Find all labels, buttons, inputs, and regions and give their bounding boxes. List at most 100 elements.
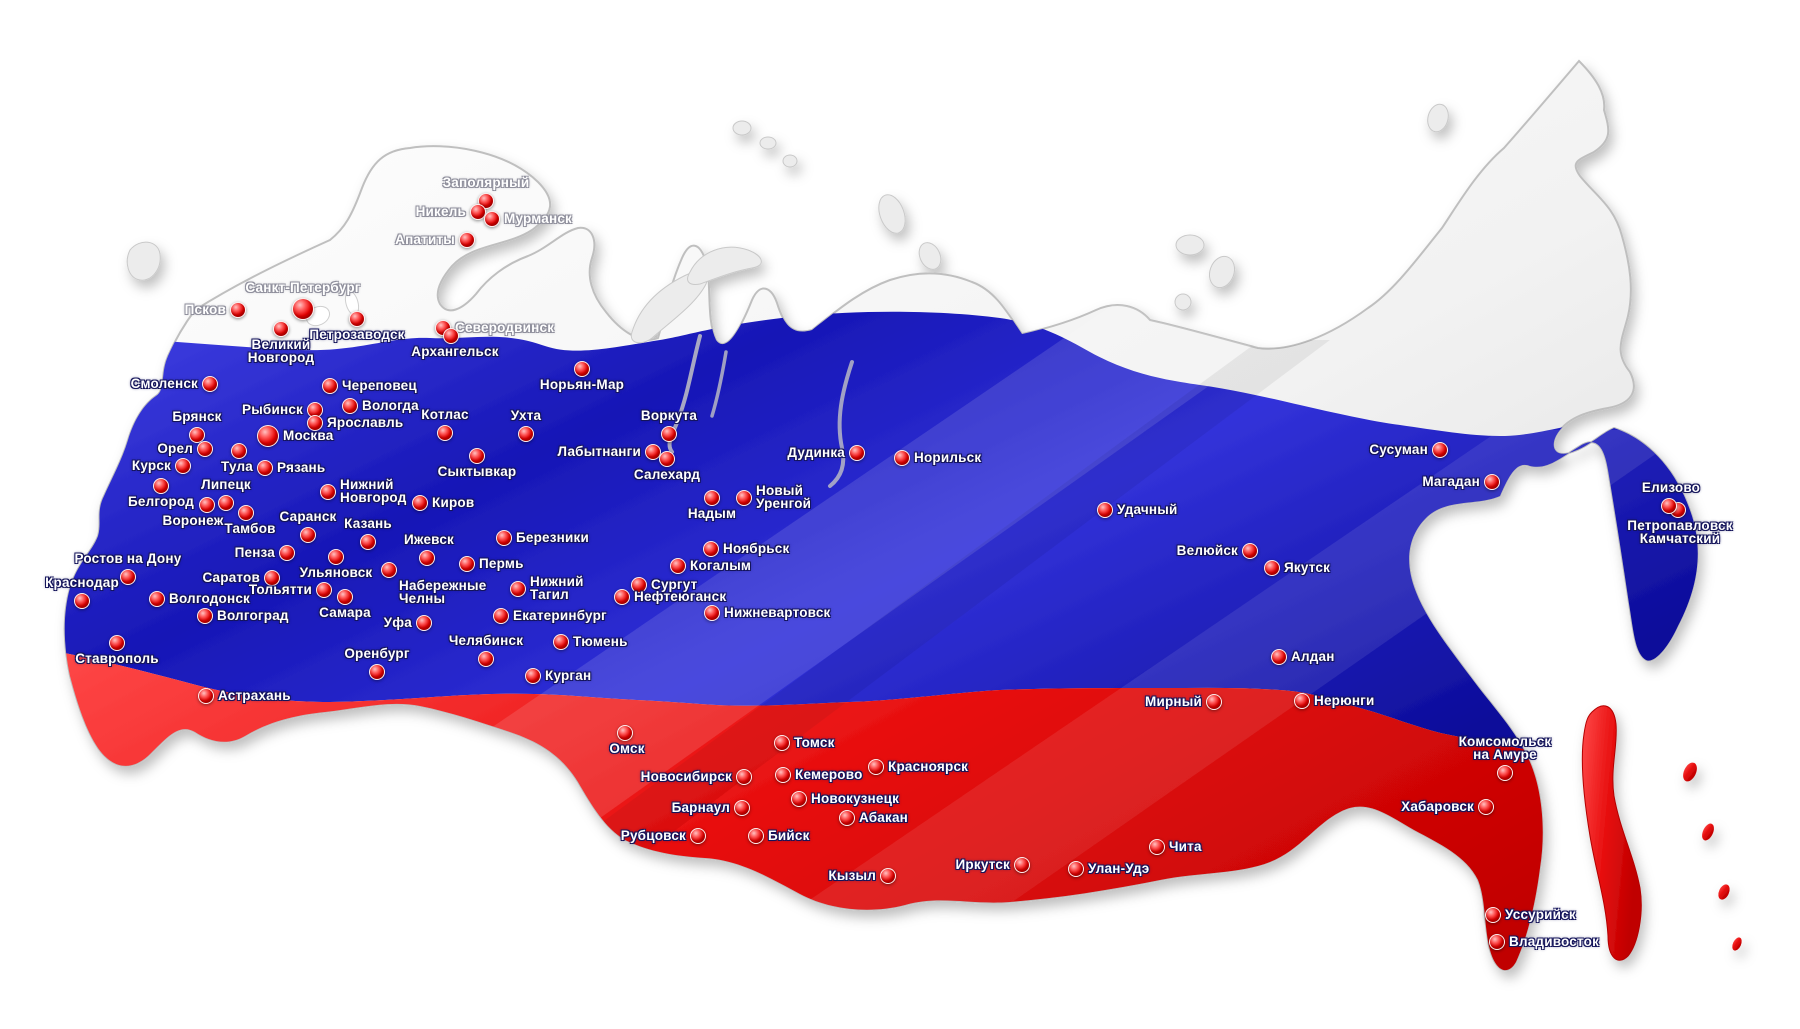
city-dot[interactable] — [257, 460, 273, 476]
city-dot[interactable] — [257, 425, 279, 447]
city-dot[interactable] — [328, 549, 344, 565]
city-dot[interactable] — [273, 321, 289, 337]
city-dot[interactable] — [775, 767, 791, 783]
city-dot[interactable] — [670, 558, 686, 574]
city-dot[interactable] — [238, 505, 254, 521]
city-dot[interactable] — [412, 495, 428, 511]
city-dot[interactable] — [153, 478, 169, 494]
city-dot[interactable] — [218, 495, 234, 511]
city-dot[interactable] — [202, 376, 218, 392]
city-dot[interactable] — [189, 427, 205, 443]
city-dot[interactable] — [631, 577, 647, 593]
city-dot[interactable] — [1264, 560, 1280, 576]
city-dot[interactable] — [459, 556, 475, 572]
city-dot[interactable] — [748, 828, 764, 844]
city-dot[interactable] — [470, 204, 486, 220]
city-dot[interactable] — [322, 378, 338, 394]
city-dot[interactable] — [1661, 498, 1677, 514]
city-dot[interactable] — [337, 589, 353, 605]
city-dot[interactable] — [690, 828, 706, 844]
city-dot[interactable] — [300, 527, 316, 543]
city-dot[interactable] — [791, 791, 807, 807]
city-dot[interactable] — [704, 605, 720, 621]
city-dot[interactable] — [459, 232, 475, 248]
city-dot[interactable] — [894, 450, 910, 466]
city-dot[interactable] — [704, 490, 720, 506]
city-dot[interactable] — [659, 451, 675, 467]
city-dot[interactable] — [645, 444, 661, 460]
city-dot[interactable] — [74, 593, 90, 609]
city-dot[interactable] — [1294, 693, 1310, 709]
city-label: Апатиты — [395, 231, 455, 247]
city-dot[interactable] — [197, 608, 213, 624]
city-dot[interactable] — [279, 545, 295, 561]
city-dot[interactable] — [849, 445, 865, 461]
city-dot[interactable] — [493, 608, 509, 624]
city-dot[interactable] — [197, 441, 213, 457]
city-dot[interactable] — [880, 868, 896, 884]
city-dot[interactable] — [1097, 502, 1113, 518]
city-dot[interactable] — [553, 634, 569, 650]
city-label: Тамбов — [224, 521, 276, 536]
city-dot[interactable] — [360, 534, 376, 550]
city-dot[interactable] — [518, 426, 534, 442]
city-dot[interactable] — [774, 735, 790, 751]
city-dot[interactable] — [316, 582, 332, 598]
city-dot[interactable] — [496, 530, 512, 546]
city-label: Якутск — [1284, 559, 1331, 575]
city-dot[interactable] — [419, 550, 435, 566]
city-dot[interactable] — [574, 361, 590, 377]
city-dot[interactable] — [1478, 799, 1494, 815]
yenisei-river — [828, 360, 854, 488]
city-dot[interactable] — [198, 688, 214, 704]
city-dot[interactable] — [1432, 442, 1448, 458]
city-dot[interactable] — [478, 651, 494, 667]
city-label: Волгодонск — [169, 590, 250, 606]
city-dot[interactable] — [1271, 649, 1287, 665]
city-dot[interactable] — [1068, 861, 1084, 877]
city-dot[interactable] — [1489, 934, 1505, 950]
city-dot[interactable] — [617, 725, 633, 741]
city-dot[interactable] — [369, 664, 385, 680]
city-dot[interactable] — [484, 211, 500, 227]
city-dot[interactable] — [736, 769, 752, 785]
city-dot[interactable] — [349, 311, 365, 327]
city-dot[interactable] — [1485, 907, 1501, 923]
city-dot[interactable] — [1242, 543, 1258, 559]
city-dot[interactable] — [1014, 857, 1030, 873]
city-dot[interactable] — [307, 415, 323, 431]
city-dot[interactable] — [109, 635, 125, 651]
city-dot[interactable] — [320, 484, 336, 500]
city-dot[interactable] — [437, 425, 453, 441]
city-dot[interactable] — [264, 570, 280, 586]
city-dot[interactable] — [175, 458, 191, 474]
city-dot[interactable] — [525, 668, 541, 684]
island-severnaya-zemlya — [918, 242, 942, 270]
city-label: Омск — [609, 741, 645, 756]
city-label: Березники — [516, 529, 589, 545]
city-dot[interactable] — [839, 810, 855, 826]
city-dot[interactable] — [734, 800, 750, 816]
city-dot[interactable] — [614, 589, 630, 605]
city-dot[interactable] — [1206, 694, 1222, 710]
city-dot[interactable] — [292, 298, 314, 320]
city-dot[interactable] — [120, 569, 136, 585]
city-dot[interactable] — [149, 591, 165, 607]
city-dot[interactable] — [416, 615, 432, 631]
city-dot[interactable] — [868, 759, 884, 775]
city-dot[interactable] — [199, 497, 215, 513]
city-dot[interactable] — [381, 562, 397, 578]
city-label: Велюйск — [1176, 542, 1238, 558]
city-dot[interactable] — [661, 426, 677, 442]
city-dot[interactable] — [510, 581, 526, 597]
city-dot[interactable] — [443, 328, 459, 344]
city-dot[interactable] — [342, 398, 358, 414]
city-dot[interactable] — [469, 448, 485, 464]
city-dot[interactable] — [1484, 474, 1500, 490]
city-dot[interactable] — [1497, 765, 1513, 781]
city-dot[interactable] — [703, 541, 719, 557]
city-dot[interactable] — [736, 490, 752, 506]
city-dot[interactable] — [1149, 839, 1165, 855]
city-dot[interactable] — [230, 302, 246, 318]
city-dot[interactable] — [231, 443, 247, 459]
